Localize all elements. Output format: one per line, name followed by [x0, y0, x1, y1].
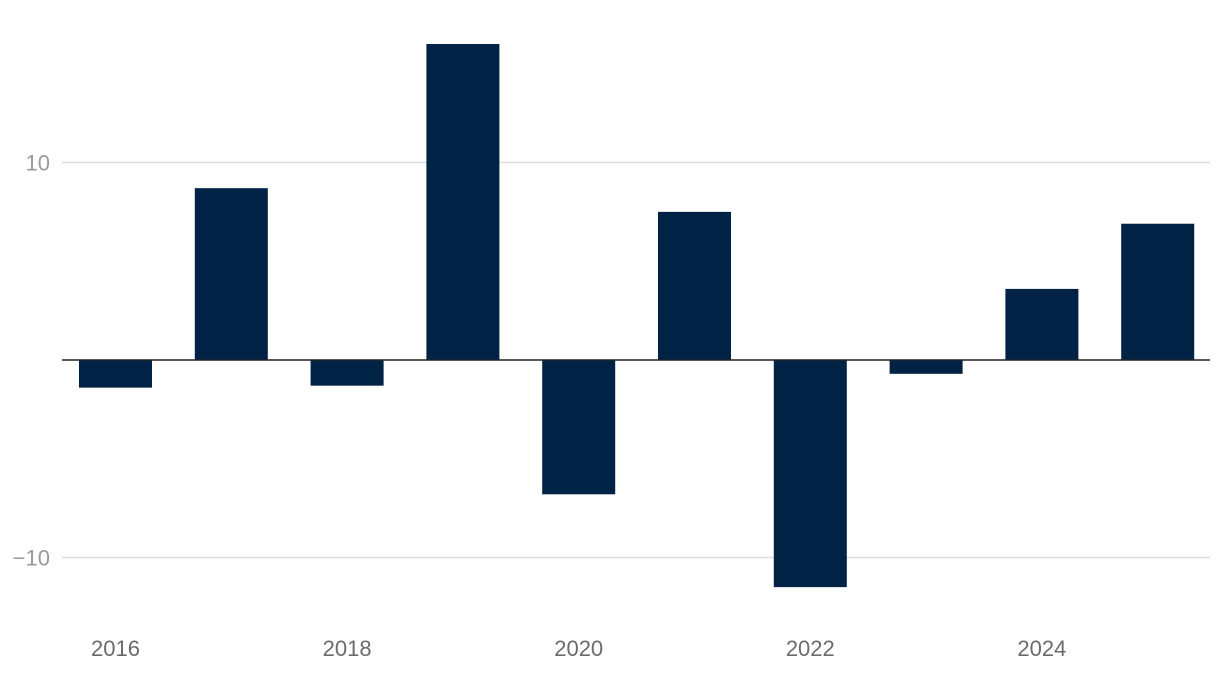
- bars: [79, 44, 1195, 588]
- y-tick-label: −10: [13, 546, 50, 571]
- x-tick-label: 2018: [323, 636, 372, 661]
- bar-2021: [658, 211, 731, 360]
- bar-2025: [1121, 223, 1195, 360]
- bar-2019: [426, 44, 500, 360]
- bar-2018: [310, 360, 384, 386]
- x-tick-label: 2016: [91, 636, 140, 661]
- bar-2023: [889, 360, 963, 374]
- x-tick-label: 2020: [554, 636, 603, 661]
- y-tick-label: 10: [26, 151, 50, 176]
- x-tick-label: 2022: [786, 636, 835, 661]
- bar-2022: [773, 360, 847, 588]
- gridlines: [62, 161, 1210, 559]
- bar-2016: [79, 360, 152, 388]
- bar-2017: [194, 188, 268, 360]
- x-tick-label: 2024: [1017, 636, 1066, 661]
- y-axis-ticks: 10 −10: [13, 151, 50, 571]
- x-axis-ticks: 2016 2018 2020 2022 2024: [91, 636, 1066, 661]
- bar-2020: [542, 360, 616, 495]
- bar-2024: [1005, 288, 1079, 360]
